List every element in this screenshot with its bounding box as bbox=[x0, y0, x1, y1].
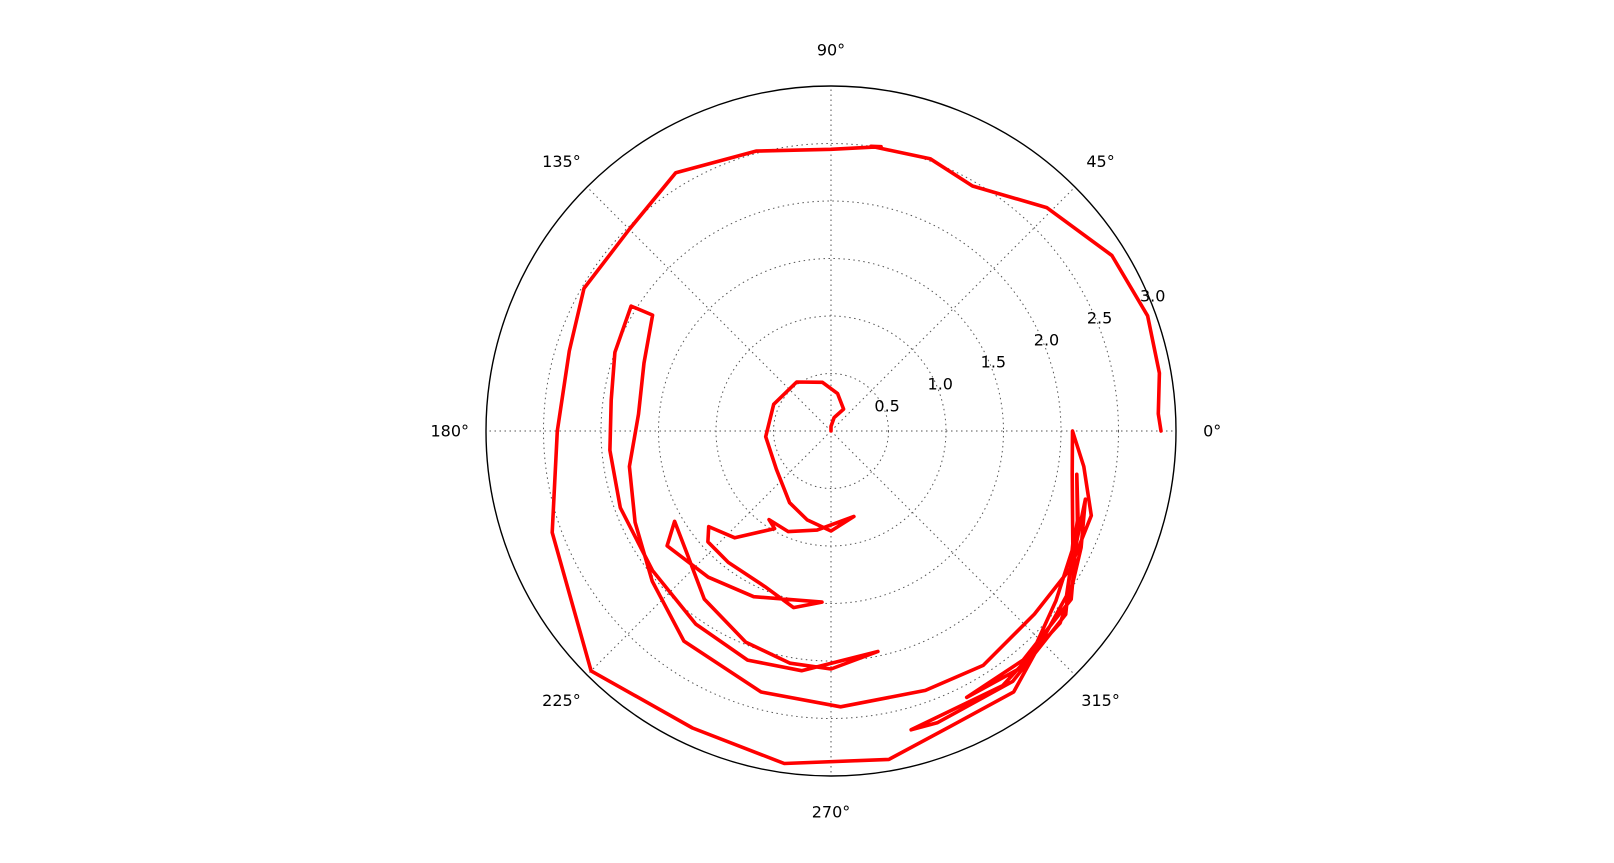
theta-tick-label: 270° bbox=[812, 803, 851, 822]
r-tick-label: 3.0 bbox=[1140, 286, 1165, 305]
theta-tick-label: 90° bbox=[817, 40, 845, 59]
plot-frame bbox=[485, 85, 1177, 777]
theta-tick-label: 135° bbox=[542, 152, 581, 171]
r-tick-label: 1.0 bbox=[928, 374, 953, 393]
theta-grid-line bbox=[586, 186, 832, 432]
r-grid-circle bbox=[543, 143, 1119, 719]
theta-tick-label: 0° bbox=[1203, 422, 1221, 441]
polar-grid bbox=[486, 86, 1176, 776]
r-tick-label: 2.0 bbox=[1034, 330, 1059, 349]
series-line bbox=[550, 144, 1163, 766]
tick-labels: 0° 45° 90° 135° 180° 225° 270° 315° 0.5 1.0 1.5 2.0… bbox=[431, 40, 1222, 821]
r-tick-label: 0.5 bbox=[874, 396, 899, 415]
theta-tick-label: 180° bbox=[431, 422, 470, 441]
r-grid-circle bbox=[658, 258, 1004, 604]
theta-tick-label: 315° bbox=[1081, 691, 1120, 710]
series-layer bbox=[550, 144, 1163, 766]
r-grid-circle bbox=[773, 373, 889, 489]
theta-grid-line bbox=[830, 186, 1076, 432]
theta-tick-label: 45° bbox=[1086, 152, 1114, 171]
theta-tick-label: 225° bbox=[542, 691, 581, 710]
r-tick-label: 1.5 bbox=[981, 352, 1006, 371]
r-tick-label: 2.5 bbox=[1087, 308, 1112, 327]
